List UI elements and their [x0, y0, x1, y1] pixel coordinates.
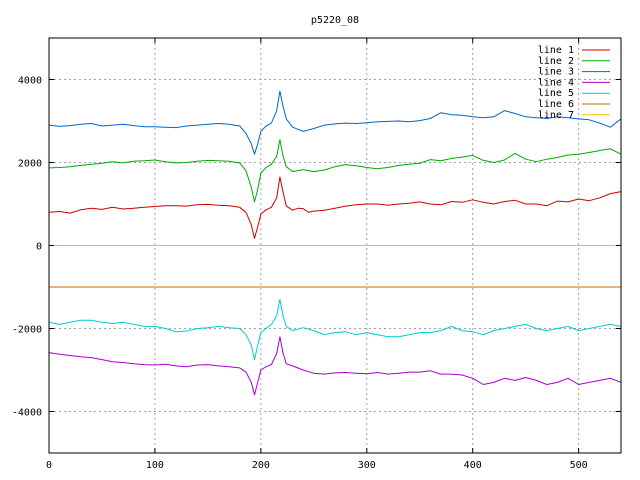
legend-label-6: line 6	[538, 99, 574, 110]
legend-label-3: line 3	[538, 67, 574, 78]
axis-ticks: 0 100 200 300 400 500 -4000 -2000 0 2000 4000	[12, 38, 621, 471]
legend-label-1: line 1	[538, 45, 574, 56]
x-tick-label: 200	[252, 460, 270, 471]
series-line-3	[48, 90, 622, 155]
series-line-4	[48, 336, 622, 396]
y-tick-label: 4000	[18, 76, 42, 87]
y-tick-label: 0	[36, 242, 42, 253]
legend-label-5: line 5	[538, 88, 574, 99]
y-tick-label: -2000	[12, 325, 42, 336]
legend-label-7: line 7	[538, 110, 574, 121]
y-tick-label: -4000	[12, 408, 42, 419]
series-line-1	[48, 176, 622, 239]
x-tick-label: 300	[358, 460, 376, 471]
y-tick-label: 2000	[18, 159, 42, 170]
legend-label-2: line 2	[538, 56, 574, 67]
series-lines	[48, 90, 622, 396]
x-tick-label: 400	[464, 460, 482, 471]
legend-label-4: line 4	[538, 77, 574, 88]
chart-title: p5220_08	[311, 15, 359, 26]
x-tick-label: 100	[146, 460, 164, 471]
series-line-5	[48, 298, 622, 361]
x-tick-label: 500	[570, 460, 588, 471]
series-line-2	[48, 139, 622, 203]
x-tick-label: 0	[46, 460, 52, 471]
